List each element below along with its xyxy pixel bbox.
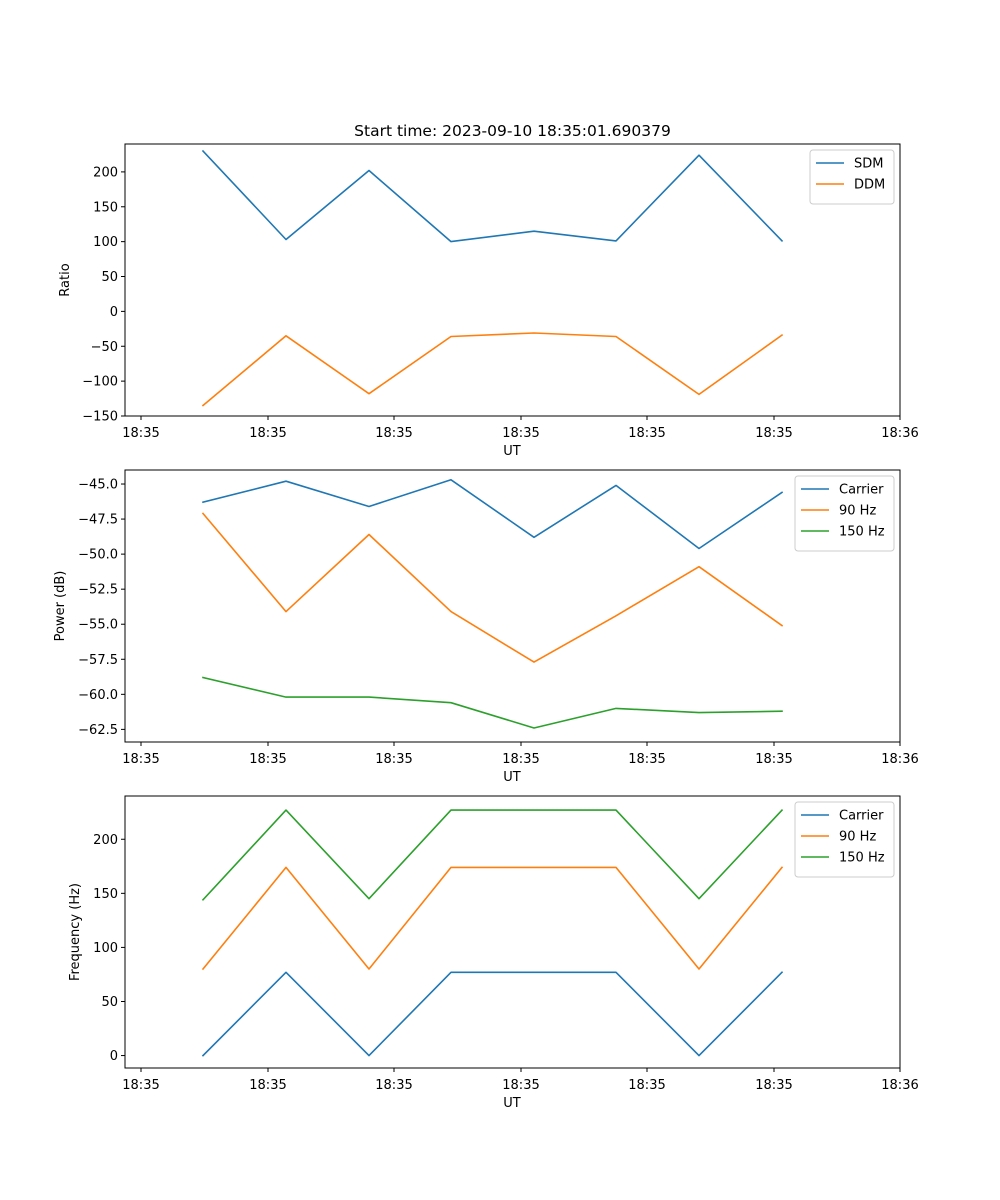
y-tick-label: 0 [110,305,118,320]
y-tick-label: 200 [93,833,118,848]
x-tick-label: 18:36 [881,752,918,767]
y-tick-label: 100 [93,941,118,956]
x-tick-label: 18:35 [249,752,286,767]
legend-entry: 150 Hz [839,851,885,866]
series-line-carrier [201,971,784,1057]
y-tick-label: −57.5 [78,653,118,668]
panels: Start time: 2023-09-10 18:35:01.690379 −1… [53,122,919,1111]
legend-entry: 90 Hz [839,830,876,845]
series-line-sdm [201,149,784,243]
plot-frame [124,469,901,743]
x-axis-label: UT [503,1096,521,1111]
series-line-90-hz [201,866,784,971]
x-tick-label: 18:35 [628,426,665,441]
plot-frame [124,795,901,1069]
x-tick-label: 18:35 [628,752,665,767]
legend: Carrier 90 Hz 150 Hz [794,801,895,878]
legend-entry: Carrier [839,809,884,824]
y-tick-label: 50 [101,270,118,285]
y-tick-label: −45.0 [78,478,118,493]
legend-box [794,801,895,878]
series-line-90-hz [201,512,784,663]
x-tick-label: 18:35 [122,426,159,441]
x-tick-label: 18:36 [881,426,918,441]
legend-entry: SDM [854,157,883,172]
x-tick-label: 18:35 [249,426,286,441]
series-line-carrier [202,478,784,550]
series-line-ddm [201,332,784,407]
y-axis-label: Power (dB) [53,571,68,642]
x-tick-label: 18:35 [249,1078,286,1093]
x-tick-label: 18:35 [628,1078,665,1093]
y-tick-label: 100 [93,235,118,250]
legend-box [794,475,895,552]
x-tick-label: 18:35 [375,426,412,441]
y-tick-label: −60.0 [78,688,118,703]
y-tick-label: 200 [93,165,118,180]
y-tick-label: 0 [110,1049,118,1064]
y-tick-label: −55.0 [78,618,118,633]
x-tick-label: 18:35 [122,1078,159,1093]
y-tick-label: 150 [93,887,118,902]
series-line-150-hz [202,676,783,729]
y-tick-label: −52.5 [78,583,118,598]
y-axis-label: Ratio [58,263,73,296]
legend: SDM DDM [809,149,895,205]
y-tick-label: −62.5 [78,723,118,738]
x-tick-label: 18:35 [755,1078,792,1093]
x-axis-label: UT [503,770,521,785]
x-tick-label: 18:35 [502,1078,539,1093]
y-tick-label: −100 [82,375,118,390]
x-axis-label: UT [503,444,521,459]
y-axis-label: Frequency (Hz) [68,883,83,981]
x-tick-label: 18:35 [122,752,159,767]
legend-entry: Carrier [839,483,884,498]
x-tick-label: 18:36 [881,1078,918,1093]
y-tick-label: −150 [82,410,118,425]
legend: Carrier 90 Hz 150 Hz [794,475,895,552]
y-tick-label: −50.0 [78,548,118,563]
chart-title: Start time: 2023-09-10 18:35:01.690379 [354,122,671,140]
y-tick-label: −47.5 [78,513,118,528]
panel-2: −62.5 −60.0 −57.5 −55.0 −52.5 −50.0 −47.5 −45.0… [53,469,919,785]
x-tick-label: 18:35 [375,752,412,767]
x-tick-label: 18:35 [755,752,792,767]
legend-entry: 90 Hz [839,504,876,519]
x-tick-label: 18:35 [375,1078,412,1093]
y-tick-label: 50 [101,995,118,1010]
series-line-150-hz [201,808,784,901]
plot-frame [124,143,901,417]
legend-entry: 150 Hz [839,525,885,540]
panel-3: 0 50 100 150 200 18:35 18:35 18:35 18:35 18:35 18:… [68,795,919,1111]
x-tick-label: 18:35 [755,426,792,441]
y-tick-label: −50 [91,340,118,355]
x-tick-label: 18:35 [502,426,539,441]
panel-1: Start time: 2023-09-10 18:35:01.690379 −1… [58,122,919,459]
legend-entry: DDM [854,178,885,193]
y-tick-label: 150 [93,200,118,215]
x-tick-label: 18:35 [502,752,539,767]
